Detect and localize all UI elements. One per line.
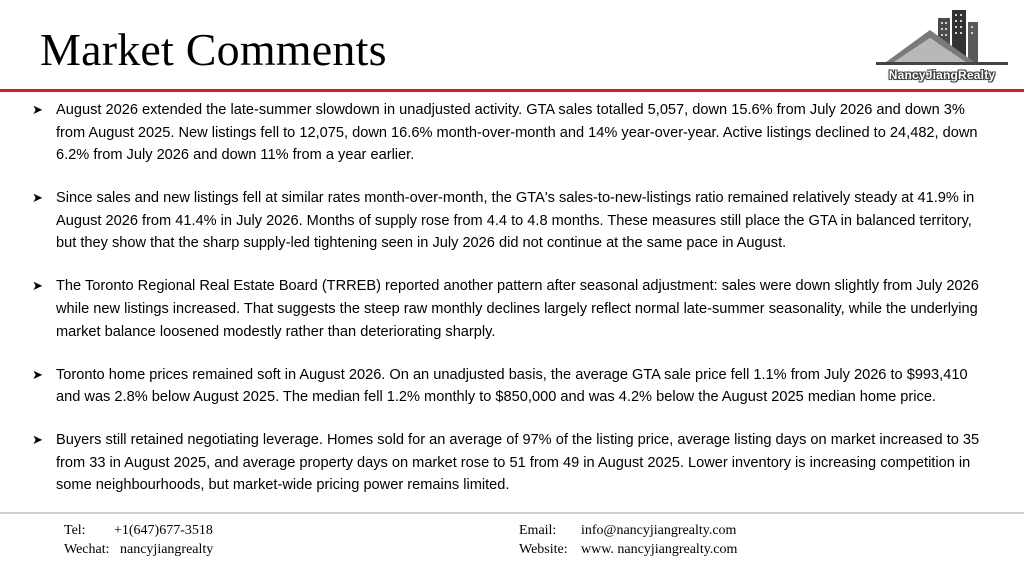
contact-website: Website: www. nancyjiangrealty.com (519, 540, 737, 560)
bullet-text: Buyers still retained negotiating levera… (56, 432, 980, 494)
company-logo: NancyJiangRealty (872, 8, 1012, 88)
arrow-bullet-icon: ➤ (32, 278, 43, 294)
page-title: Market Comments (40, 24, 387, 75)
bullet-text: Toronto home prices remained soft in Aug… (56, 366, 968, 406)
bullet-text: The Toronto Regional Real Estate Board (… (56, 278, 979, 340)
list-item: ➤ Buyers still retained negotiating leve… (32, 429, 992, 497)
comments-list: ➤ August 2026 extended the late-summer s… (32, 99, 992, 517)
email-label: Email: (519, 523, 557, 538)
arrow-bullet-icon: ➤ (32, 366, 43, 382)
wechat-label: Wechat: (64, 542, 110, 557)
email-value: info@nancyjiangrealty.com (581, 523, 737, 538)
house-buildings-logo (876, 10, 1008, 65)
wechat-value: nancyjiangrealty (120, 542, 214, 557)
footer-divider (0, 512, 1024, 514)
header-divider (0, 89, 1024, 92)
bullet-text: Since sales and new listings fell at sim… (56, 190, 975, 252)
logo-text: NancyJiangRealty (888, 68, 996, 82)
contact-tel: Tel: +1(647)677-3518 (64, 521, 213, 541)
list-item: ➤ August 2026 extended the late-summer s… (32, 99, 992, 167)
tel-label: Tel: (64, 523, 86, 538)
list-item: ➤ The Toronto Regional Real Estate Board… (32, 275, 992, 343)
arrow-bullet-icon: ➤ (32, 190, 43, 206)
list-item: ➤ Since sales and new listings fell at s… (32, 187, 992, 255)
arrow-bullet-icon: ➤ (32, 432, 43, 448)
arrow-bullet-icon: ➤ (32, 102, 43, 117)
website-value: www. nancyjiangrealty.com (581, 542, 738, 557)
bullet-text: August 2026 extended the late-summer slo… (56, 102, 978, 164)
tel-value: +1(647)677-3518 (114, 523, 213, 538)
website-label: Website: (519, 542, 568, 557)
contact-wechat: Wechat: nancyjiangrealty (64, 540, 213, 560)
contact-email: Email: info@nancyjiangrealty.com (519, 521, 736, 541)
list-item: ➤ Toronto home prices remained soft in A… (32, 364, 992, 409)
